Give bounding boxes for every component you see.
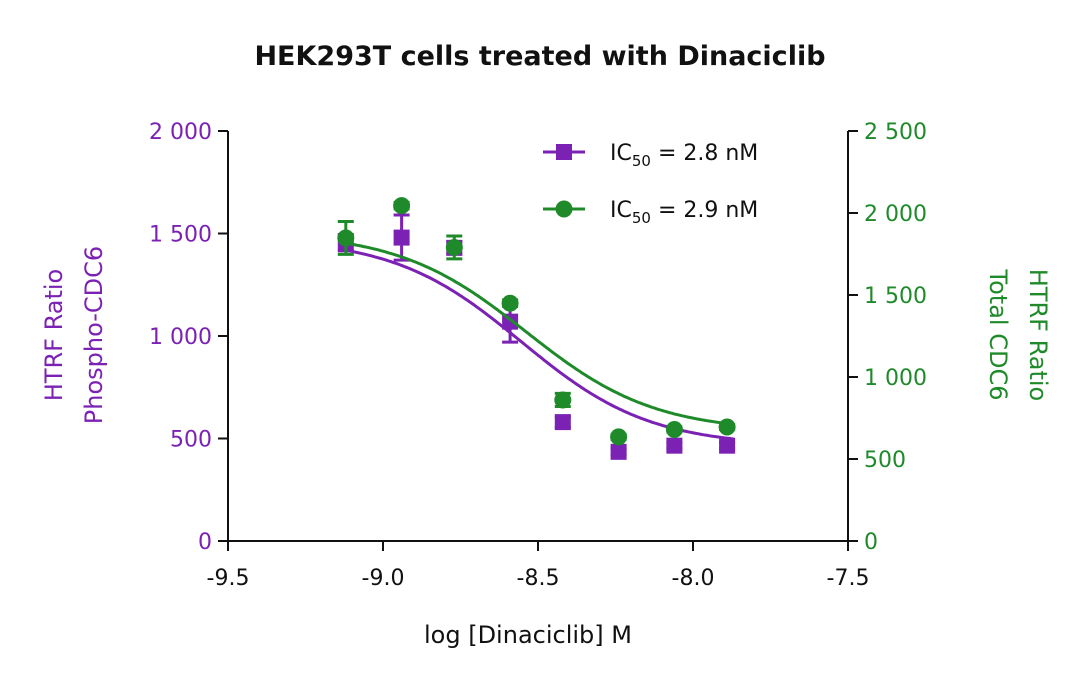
right-y-tick-label: 2 500 [864,120,927,145]
data-point-square [666,437,683,454]
data-point-circle [445,238,463,256]
x-axis-label: log [Dinaciclib] M [424,621,632,649]
data-point-circle [393,197,411,215]
x-tick-label: -9.5 [207,566,250,591]
legend-circle-marker [555,200,573,218]
data-point-circle [501,294,519,312]
data-point-circle [554,391,572,409]
legend-label: IC50 = 2.9 nM [610,198,758,227]
right-y-tick-label: 500 [864,448,906,473]
data-point-circle [337,229,355,247]
left-y-tick-label: 1 000 [149,325,212,350]
x-tick-label: -9.0 [362,566,405,591]
left-y-tick-label: 500 [170,428,212,453]
data-point-circle [718,418,736,436]
fit-curve-1 [339,247,734,441]
legend-square-marker [556,144,572,160]
data-point-square [393,229,410,246]
fit-curve-2 [339,240,734,426]
data-point-square [554,414,571,431]
left-y-tick-label: 1 500 [149,223,212,248]
left-y-tick-label: 2 000 [149,120,212,145]
right-y-tick-label: 1 500 [864,284,927,309]
legend-label: IC50 = 2.8 nM [610,141,758,170]
data-point-circle [665,420,683,438]
data-point-square [719,437,736,454]
data-point-square [610,443,627,460]
left-y-tick-label: 0 [198,530,212,555]
right-y-axis-label-line1: HTRF Ratio [1024,269,1052,401]
data-point-circle [610,428,628,446]
left-y-axis-label-line1: HTRF Ratio [40,269,68,401]
right-y-tick-label: 2 000 [864,202,927,227]
chart-title: HEK293T cells treated with Dinaciclib [254,41,825,72]
right-y-tick-label: 0 [864,530,878,555]
right-y-tick-label: 1 000 [864,366,927,391]
right-y-axis-label-line2: Total CDC6 [984,269,1012,401]
left-y-axis-label-line2: Phospho-CDC6 [80,246,108,424]
x-tick-label: -8.0 [672,566,715,591]
x-tick-label: -7.5 [827,566,870,591]
x-tick-label: -8.5 [517,566,560,591]
